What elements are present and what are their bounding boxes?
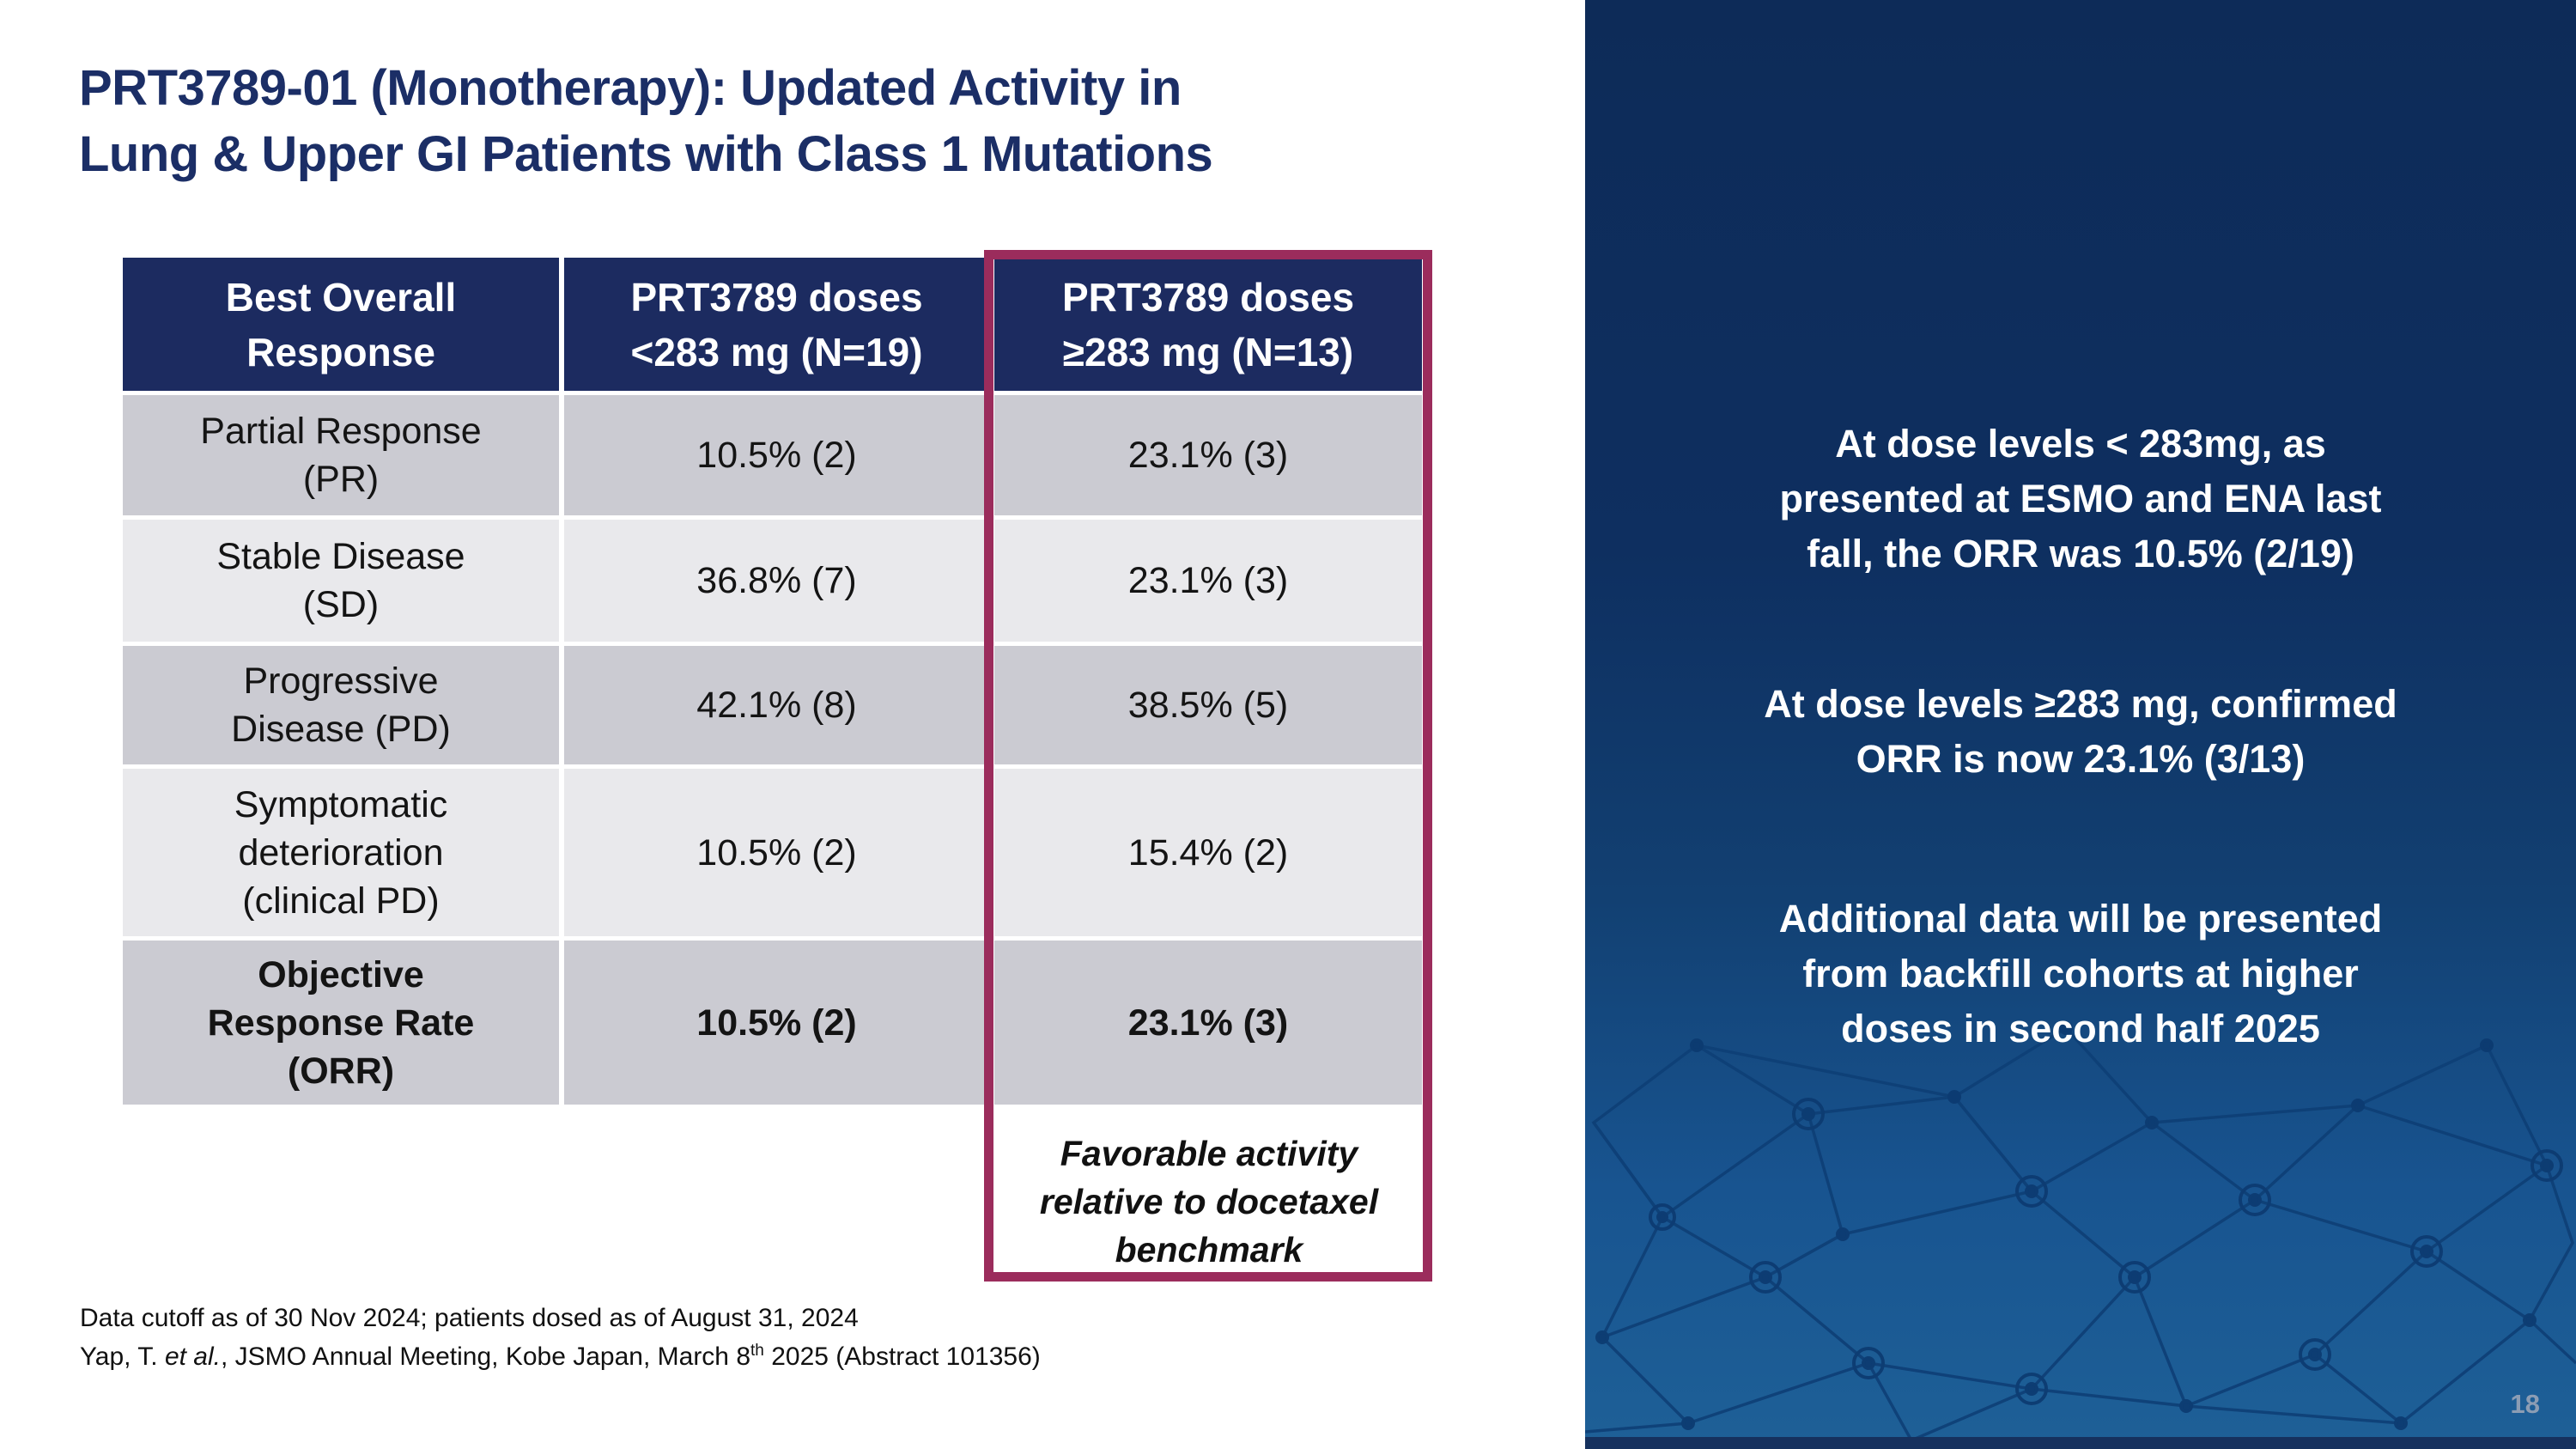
footnote-citation: Yap, T. et al., JSMO Annual Meeting, Kob… bbox=[80, 1342, 1041, 1372]
takeaway-additional-data: Additional data will be presented from b… bbox=[1778, 897, 2383, 1050]
value-sd-ge283: 23.1% (3) bbox=[994, 520, 1422, 642]
network-mesh-graphic bbox=[1585, 1021, 2576, 1443]
row-label-orr: Objective Response Rate (ORR) bbox=[123, 941, 559, 1105]
citation-post: 2025 (Abstract 101356) bbox=[763, 1342, 1041, 1371]
value-pr-lt283: 10.5% (2) bbox=[564, 395, 989, 515]
table-header-doses-ge283: PRT3789 doses ≥283 mg (N=13) bbox=[994, 258, 1422, 391]
value-sd-lt283: 36.8% (7) bbox=[564, 520, 989, 642]
citation-ordinal-suffix: th bbox=[750, 1342, 764, 1360]
table-header-doses-lt283: PRT3789 doses <283 mg (N=19) bbox=[564, 258, 989, 391]
row-label-symptomatic-deterioration: Symptomatic deterioration (clinical PD) bbox=[123, 769, 559, 936]
row-label-partial-response: Partial Response (PR) bbox=[123, 395, 559, 515]
value-pd-ge283: 38.5% (5) bbox=[994, 646, 1422, 764]
page-number: 18 bbox=[2510, 1389, 2540, 1419]
takeaway-orr-ge283: At dose levels ≥283 mg, confirmed ORR is… bbox=[1764, 682, 2397, 781]
footnote-data-cutoff: Data cutoff as of 30 Nov 2024; patients … bbox=[80, 1304, 859, 1332]
citation-et-al: et al. bbox=[164, 1342, 221, 1371]
key-takeaways-panel: At dose levels < 283mg, as presented at … bbox=[1585, 0, 2576, 1449]
value-pr-ge283: 23.1% (3) bbox=[994, 395, 1422, 515]
table-header-best-overall-response: Best Overall Response bbox=[123, 258, 559, 391]
best-overall-response-table: Best Overall Response PRT3789 doses <283… bbox=[123, 258, 1422, 1105]
slide-title: PRT3789-01 (Monotherapy): Updated Activi… bbox=[79, 60, 1213, 182]
panel-bottom-bar bbox=[1585, 1437, 2576, 1449]
value-sympt-lt283: 10.5% (2) bbox=[564, 769, 989, 936]
row-label-progressive-disease: Progressive Disease (PD) bbox=[123, 646, 559, 764]
value-pd-lt283: 42.1% (8) bbox=[564, 646, 989, 764]
value-orr-lt283: 10.5% (2) bbox=[564, 941, 989, 1105]
citation-mid: , JSMO Annual Meeting, Kobe Japan, March… bbox=[221, 1342, 751, 1371]
citation-pre: Yap, T. bbox=[80, 1342, 165, 1371]
row-label-stable-disease: Stable Disease (SD) bbox=[123, 520, 559, 642]
value-sympt-ge283: 15.4% (2) bbox=[994, 769, 1422, 936]
favorable-activity-note: Favorable activity relative to docetaxel… bbox=[1039, 1134, 1379, 1269]
value-orr-ge283: 23.1% (3) bbox=[994, 941, 1422, 1105]
takeaway-orr-lt283: At dose levels < 283mg, as presented at … bbox=[1779, 422, 2382, 575]
